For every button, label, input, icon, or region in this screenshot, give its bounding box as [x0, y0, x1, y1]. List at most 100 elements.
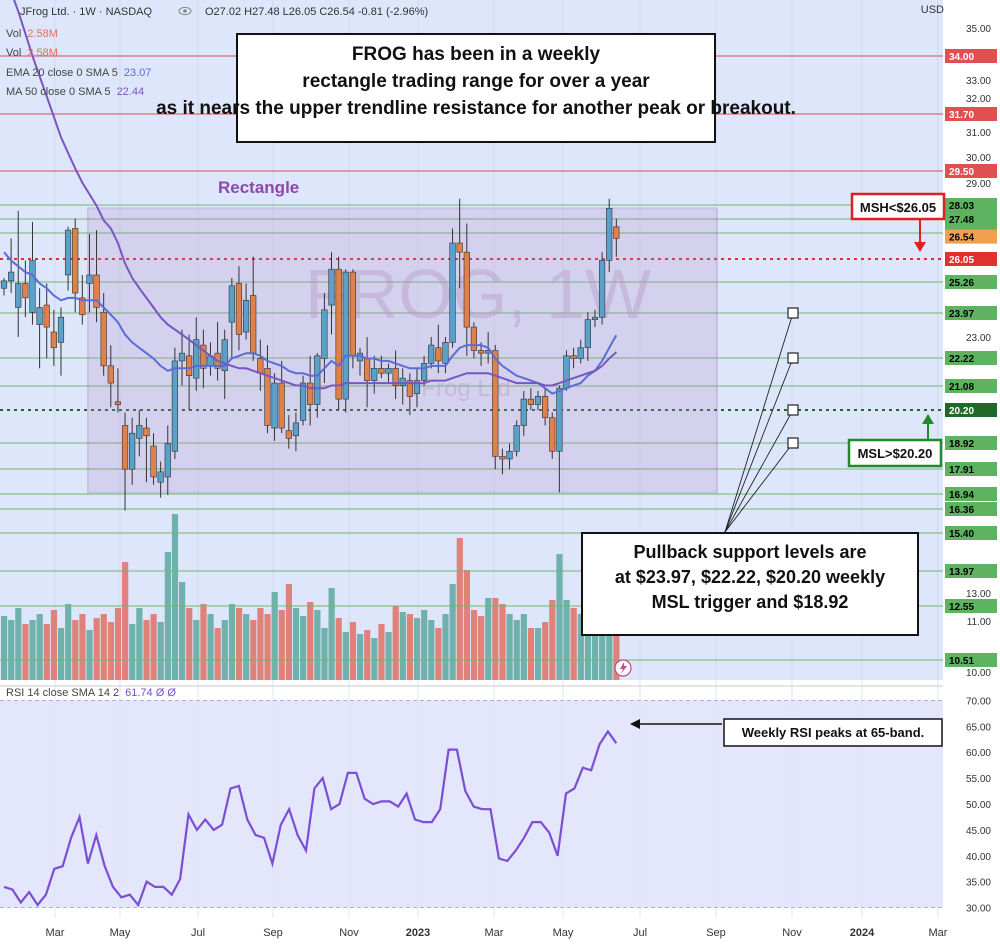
pullback-pointer	[724, 442, 794, 533]
volume-bar	[100, 614, 107, 680]
legend-ma-value: 22.44	[116, 86, 145, 98]
volume-bar	[406, 614, 414, 680]
time-tick-label: Nov	[339, 927, 359, 939]
candle-body	[250, 295, 257, 354]
volume-bar	[114, 608, 122, 680]
volume-bar	[250, 620, 257, 680]
volume-bar	[364, 630, 371, 680]
candle-body	[513, 425, 520, 452]
pullback-text: Pullback support levels are at $23.97, $2…	[615, 542, 885, 612]
candle-body	[299, 382, 307, 421]
time-tick-label: Sep	[263, 927, 283, 939]
volume-bar	[207, 614, 214, 680]
level-tag	[945, 164, 997, 178]
volume-bar	[520, 614, 527, 680]
chart-header: JFrog Ltd. · 1W · NASDAQ O27.02 H27.48 L…	[0, 0, 950, 24]
rsi-note-arrow-head	[630, 719, 640, 729]
candle-body	[449, 242, 456, 343]
candle-body	[186, 355, 193, 376]
level-tag-label: 10.51	[949, 656, 974, 667]
level-tag-label: 27.48	[949, 215, 974, 226]
price-tick-label: 23.00	[966, 333, 991, 344]
volume-bar	[463, 570, 470, 680]
candle-body	[264, 368, 271, 426]
level-tag	[945, 526, 997, 540]
volume-bar	[86, 630, 93, 680]
volume-bar	[164, 552, 171, 680]
volume-bar	[492, 598, 499, 680]
pullback-marker	[787, 352, 799, 364]
eye-icon[interactable]	[178, 4, 192, 18]
candle-body	[420, 363, 428, 381]
volume-bar	[478, 616, 485, 680]
volume-bar	[513, 620, 520, 680]
volume-bar	[1, 616, 8, 680]
level-tag	[945, 599, 997, 613]
candle-body	[477, 350, 485, 354]
candle-body	[499, 456, 506, 460]
candle-body	[349, 271, 356, 357]
candle-body	[136, 425, 143, 439]
legend-rsi-value: 61.74 Ø Ø	[125, 687, 176, 699]
candle-body	[57, 316, 65, 343]
candle-body	[72, 228, 79, 294]
candle-body	[606, 208, 613, 261]
candle-body	[364, 358, 371, 381]
legend-ema-label: EMA 20 close 0 SMA 5	[6, 67, 118, 79]
candle-body	[470, 326, 478, 351]
volume-bar	[150, 614, 157, 680]
currency-label: USD	[920, 4, 944, 16]
volume-bar	[456, 538, 463, 680]
price-tick-label: 10.00	[966, 668, 991, 679]
candle-body	[228, 285, 235, 323]
volume-bar	[235, 608, 243, 680]
level-tag	[945, 229, 997, 244]
legend-vol-2-label: Vol	[6, 47, 22, 59]
level-tag	[945, 198, 997, 212]
price-tick-label: 33.00	[966, 76, 991, 87]
volume-bar	[143, 620, 150, 680]
volume-bar	[136, 608, 143, 680]
candle-body	[492, 350, 499, 457]
level-tag-label: 22.22	[949, 354, 974, 365]
volume-bar	[278, 610, 285, 680]
level-tag-label: 18.92	[949, 439, 974, 450]
volume-bar	[214, 628, 221, 680]
legend-ma-label: MA 50 close 0 SMA 5	[6, 86, 111, 98]
rsi-note-text: Weekly RSI peaks at 65-band.	[742, 725, 925, 740]
rectangle-label: Rectangle	[218, 178, 299, 197]
volume-bar	[29, 620, 36, 680]
level-tag-label: 16.94	[949, 490, 974, 501]
rsi-line	[3, 729, 618, 908]
volume-bar	[399, 612, 406, 680]
candle-body	[164, 443, 171, 478]
volume-bar	[307, 602, 314, 680]
level-tag	[945, 351, 997, 365]
candle-body	[371, 368, 378, 381]
level-tag-label: 20.20	[949, 406, 974, 417]
candle-body	[121, 425, 129, 470]
level-tag	[945, 275, 997, 289]
candle-body	[321, 309, 328, 359]
candle-body	[335, 268, 342, 400]
candle-body	[29, 260, 36, 313]
headline-text: FROG has been in a weekly rectangle tradi…	[156, 44, 796, 119]
time-tick-label: 2023	[406, 927, 430, 939]
time-tick-label: Sep	[706, 927, 726, 939]
volume-bar	[449, 584, 456, 680]
volume-bar	[179, 582, 186, 680]
volume-bar	[385, 632, 392, 680]
candle-body	[520, 398, 527, 426]
candle-body	[385, 368, 392, 374]
msl-label: MSL>$20.20	[858, 446, 933, 461]
candle-body	[598, 260, 606, 318]
rsi-tick-label: 55.00	[966, 774, 991, 785]
level-tag-label: 17.91	[949, 465, 974, 476]
volume-bar	[22, 624, 29, 680]
volume-bar	[8, 620, 15, 680]
volume-bar	[186, 608, 193, 680]
candle-body	[591, 316, 599, 320]
level-tag	[945, 403, 997, 417]
volume-bar	[542, 622, 549, 680]
